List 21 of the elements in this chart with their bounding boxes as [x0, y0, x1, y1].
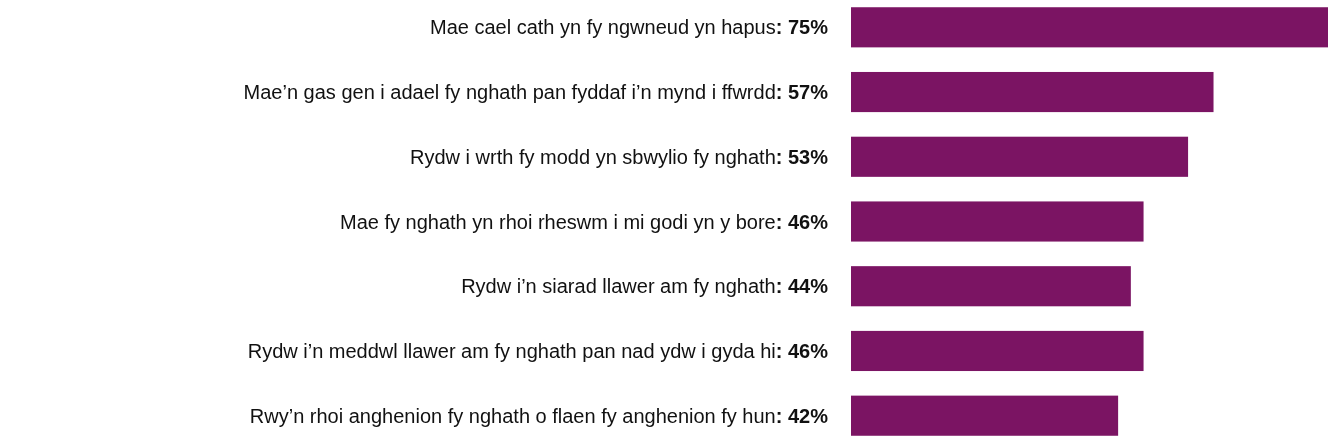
- data-label: : 42%: [775, 404, 829, 427]
- bar: [851, 136, 1189, 177]
- data-label: : 57%: [775, 81, 829, 104]
- y-tick-label: Rwy’n rhoi anghenion fy nghath o flaen fy anghenion fy hun: [249, 404, 776, 427]
- y-tick-label: Rydw i’n siarad llawer am fy nghath: [461, 275, 776, 298]
- data-label: : 53%: [775, 145, 829, 168]
- data-label: : 46%: [775, 210, 829, 233]
- bar: [851, 71, 1214, 113]
- data-label: : 44%: [775, 275, 829, 298]
- y-tick-label: Rydw i wrth fy modd yn sbwylio fy nghath: [410, 145, 776, 168]
- bar: [851, 395, 1119, 436]
- data-label: : 75%: [775, 16, 829, 39]
- bar: [851, 330, 1144, 372]
- bar: [851, 7, 1328, 48]
- bar: [851, 266, 1131, 307]
- y-tick-label: Mae cael cath yn fy ngwneud yn hapus: [429, 16, 776, 39]
- y-tick-label: Mae’n gas gen i adael fy nghath pan fyddaf i’n mynd i ffwrdd: [243, 81, 776, 104]
- y-tick-label: Rydw i’n meddwl llawer am fy nghath pan nad ydw i gyda hi: [247, 339, 776, 362]
- y-tick-label: Mae fy nghath yn rhoi rheswm i mi godi yn y bore: [339, 210, 776, 233]
- bar: [851, 201, 1144, 242]
- data-label: : 46%: [775, 339, 829, 362]
